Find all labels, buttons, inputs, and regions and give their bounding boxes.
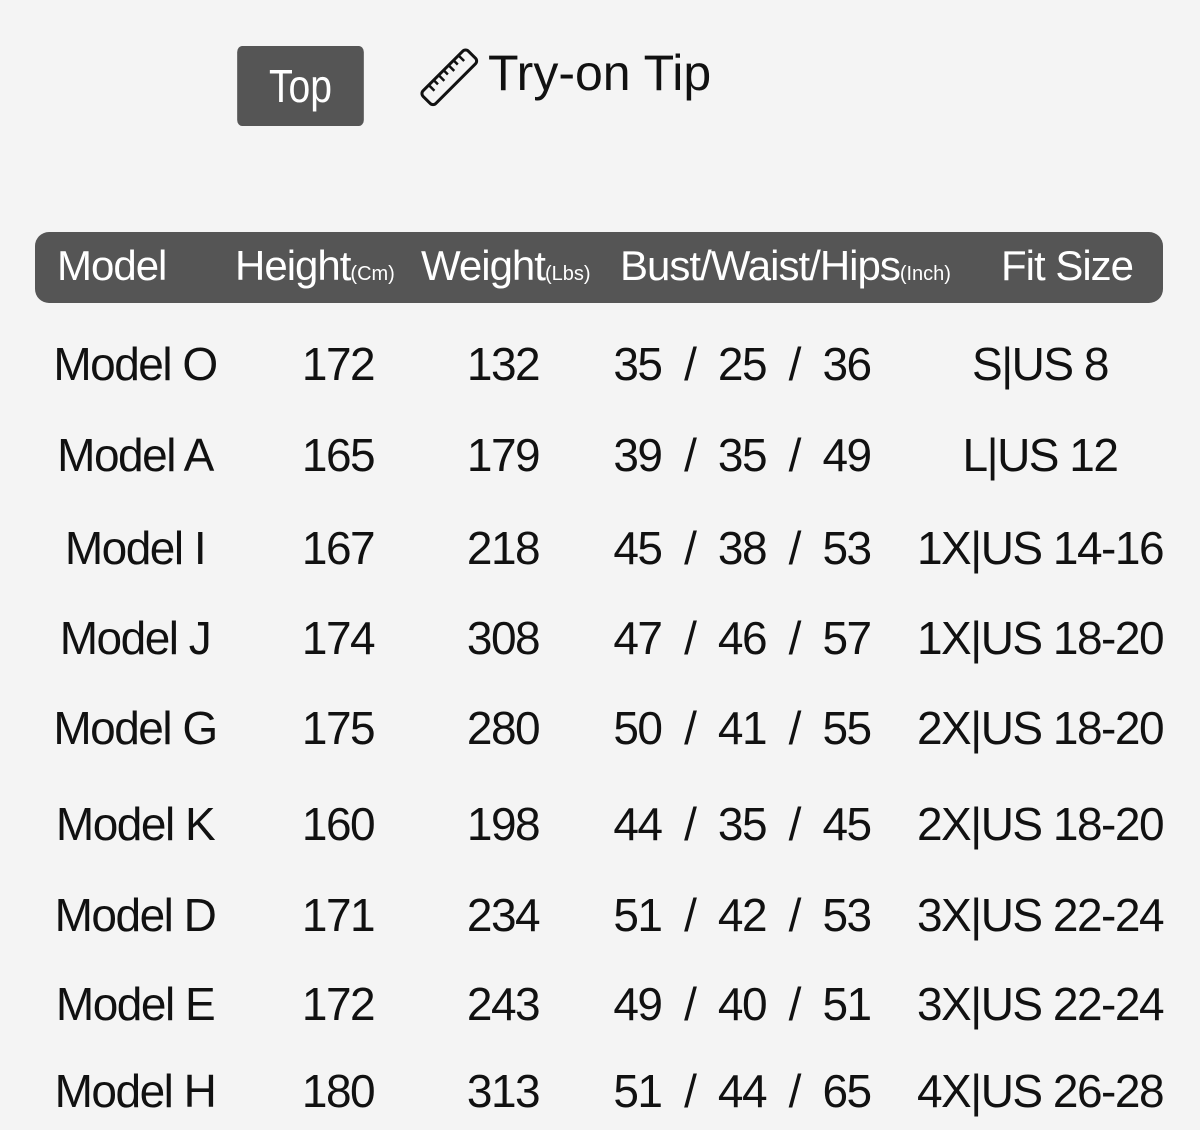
model-cell: Model D: [54, 889, 217, 941]
tip-title: Try-on Tip: [488, 45, 712, 101]
model-cell: Model E: [55, 978, 216, 1030]
bwh-cell: 51 / 42 / 53: [613, 889, 872, 941]
table-row: Model J 174 308 47 / 46 / 57 1X|US 18-20: [0, 611, 1200, 671]
table-row: Model A 165 179 39 / 35 / 49 L|US 12: [0, 428, 1200, 488]
fit-cell: 2X|US 18-20: [916, 798, 1165, 850]
weight-cell: 218: [466, 522, 541, 574]
col-fit: Fit Size: [1001, 242, 1134, 289]
height-cell: 172: [301, 978, 376, 1030]
height-cell: 175: [301, 702, 376, 754]
fit-cell: 3X|US 22-24: [916, 978, 1165, 1030]
height-cell: 160: [301, 798, 376, 850]
bwh-cell: 39 / 35 / 49: [613, 429, 872, 481]
model-cell: Model G: [53, 702, 218, 754]
col-weight: Weight(Lbs): [421, 242, 591, 290]
col-height-label: Height: [235, 242, 351, 289]
fit-cell: L|US 12: [962, 429, 1119, 481]
height-cell: 165: [301, 429, 376, 481]
weight-cell: 243: [466, 978, 541, 1030]
table-row: Model G 175 280 50 / 41 / 55 2X|US 18-20: [0, 701, 1200, 761]
table-header: Model Height(Cm) Weight(Lbs) Bust/Waist/…: [35, 232, 1163, 303]
bwh-cell: 35 / 25 / 36: [613, 338, 872, 390]
weight-cell: 313: [466, 1065, 541, 1117]
height-cell: 167: [301, 522, 376, 574]
fit-cell: 4X|US 26-28: [916, 1065, 1165, 1117]
table-row: Model K 160 198 44 / 35 / 45 2X|US 18-20: [0, 797, 1200, 857]
weight-cell: 132: [466, 338, 541, 390]
model-cell: Model I: [64, 522, 207, 574]
weight-cell: 198: [466, 798, 541, 850]
model-cell: Model J: [59, 612, 212, 664]
height-cell: 174: [301, 612, 376, 664]
weight-cell: 280: [466, 702, 541, 754]
model-cell: Model O: [53, 338, 218, 390]
bwh-cell: 47 / 46 / 57: [613, 612, 872, 664]
bwh-cell: 50 / 41 / 55: [613, 702, 872, 754]
bwh-cell: 44 / 35 / 45: [613, 798, 872, 850]
bwh-cell: 51 / 44 / 65: [613, 1065, 872, 1117]
table-row: Model E 172 243 49 / 40 / 51 3X|US 22-24: [0, 977, 1200, 1037]
col-height-unit: (Cm): [350, 263, 395, 285]
height-cell: 172: [301, 338, 376, 390]
col-weight-label: Weight: [421, 242, 546, 289]
table-row: Model I 167 218 45 / 38 / 53 1X|US 14-16: [0, 521, 1200, 581]
table-row: Model H 180 313 51 / 44 / 65 4X|US 26-28: [0, 1064, 1200, 1124]
col-bwh-label: Bust/Waist/Hips: [620, 242, 901, 289]
height-cell: 180: [301, 1065, 376, 1117]
table-row: Model D 171 234 51 / 42 / 53 3X|US 22-24: [0, 888, 1200, 948]
model-cell: Model A: [57, 429, 214, 481]
fit-cell: 2X|US 18-20: [916, 702, 1165, 754]
fit-cell: S|US 8: [972, 338, 1109, 390]
model-cell: Model K: [55, 798, 216, 850]
weight-cell: 308: [466, 612, 541, 664]
bwh-cell: 49 / 40 / 51: [613, 978, 872, 1030]
col-model: Model: [57, 242, 167, 289]
col-weight-unit: (Lbs): [544, 263, 591, 285]
weight-cell: 234: [466, 889, 541, 941]
fit-cell: 1X|US 18-20: [916, 612, 1165, 664]
category-tag: Top: [237, 46, 364, 126]
model-cell: Model H: [54, 1065, 217, 1117]
ruler-icon: [420, 48, 479, 107]
fit-cell: 1X|US 14-16: [916, 522, 1165, 574]
col-bwh-unit: (Inch): [899, 263, 951, 285]
table-row: Model O 172 132 35 / 25 / 36 S|US 8: [0, 337, 1200, 397]
height-cell: 171: [301, 889, 376, 941]
weight-cell: 179: [466, 429, 541, 481]
col-bwh: Bust/Waist/Hips(Inch): [620, 242, 951, 290]
col-height: Height(Cm): [235, 242, 395, 290]
fit-cell: 3X|US 22-24: [916, 889, 1165, 941]
bwh-cell: 45 / 38 / 53: [613, 522, 872, 574]
